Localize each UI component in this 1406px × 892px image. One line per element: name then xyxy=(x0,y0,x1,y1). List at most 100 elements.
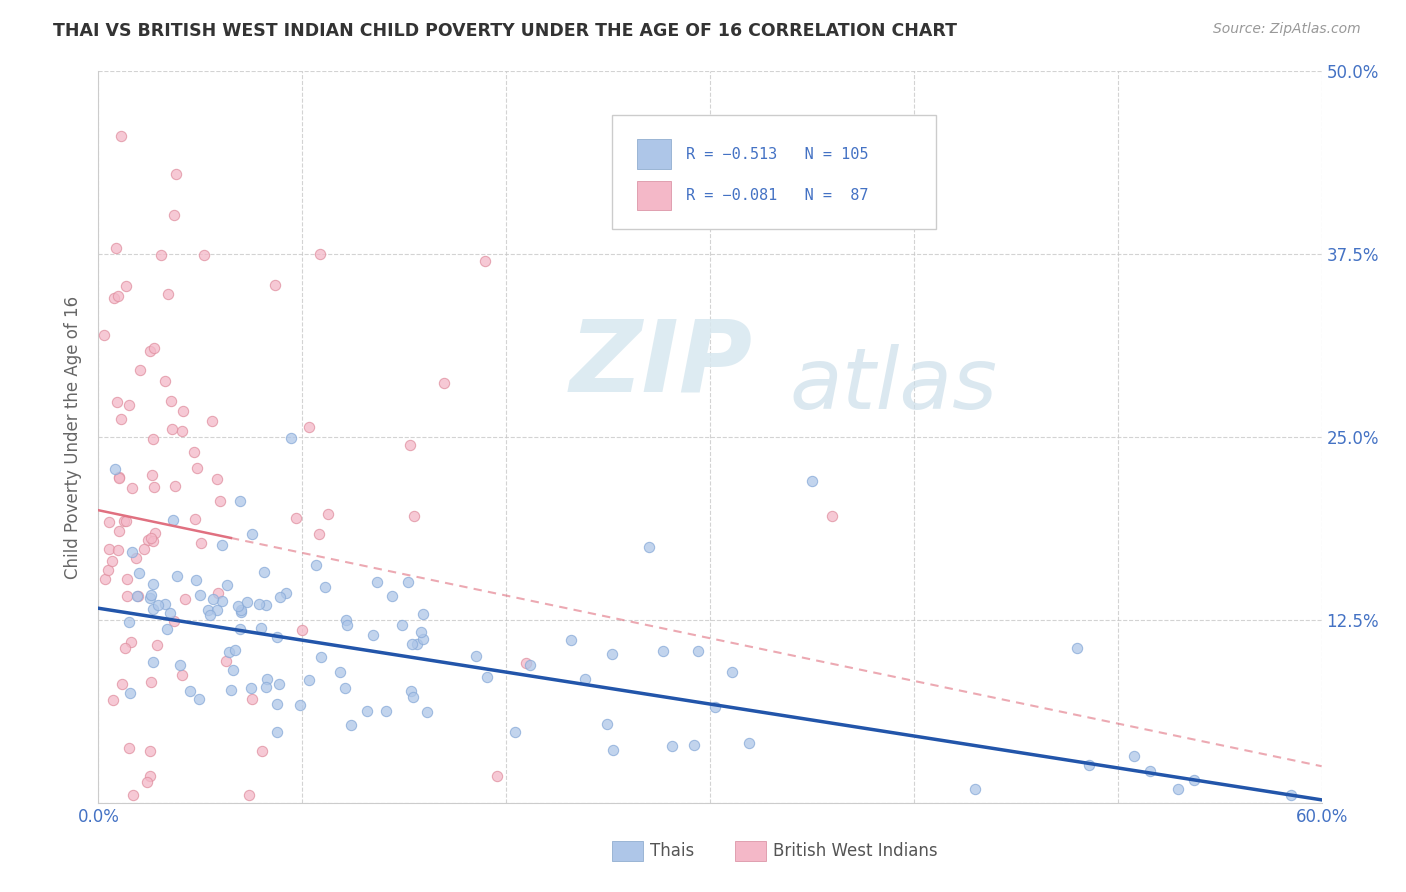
Point xyxy=(107,469,129,483)
Point xyxy=(93,327,115,342)
Point xyxy=(485,769,508,783)
Point xyxy=(205,473,228,487)
Point xyxy=(143,525,166,540)
Point xyxy=(111,677,134,691)
Point xyxy=(184,574,207,588)
Point xyxy=(250,744,273,758)
Point xyxy=(207,586,229,600)
Point xyxy=(238,789,260,803)
Point xyxy=(98,542,121,557)
Point xyxy=(97,562,120,576)
Point xyxy=(141,468,163,483)
Point xyxy=(433,376,456,390)
Point xyxy=(205,603,228,617)
Point xyxy=(179,684,201,698)
Point xyxy=(560,632,582,647)
Point xyxy=(333,681,356,695)
Point xyxy=(139,769,162,783)
Point xyxy=(401,637,423,651)
Point xyxy=(115,514,138,528)
Point xyxy=(801,474,824,488)
Point xyxy=(128,566,150,581)
Point xyxy=(340,717,363,731)
Point xyxy=(120,634,142,648)
Point xyxy=(142,601,165,615)
Point xyxy=(142,577,165,591)
Point xyxy=(1167,782,1189,797)
Point xyxy=(139,591,162,606)
Point xyxy=(240,681,263,695)
Point xyxy=(121,789,143,803)
Point xyxy=(336,618,359,632)
Point xyxy=(254,680,277,694)
Point xyxy=(125,551,148,566)
Point xyxy=(150,247,173,261)
Point xyxy=(120,686,142,700)
Point xyxy=(519,657,541,672)
Point xyxy=(256,672,278,686)
Point xyxy=(399,684,422,698)
Point xyxy=(475,669,498,683)
Point xyxy=(309,246,332,260)
Point xyxy=(965,782,987,797)
Point xyxy=(235,595,257,609)
Point xyxy=(105,395,128,409)
Point xyxy=(163,208,186,222)
Point xyxy=(148,599,170,613)
Point xyxy=(298,420,321,434)
Point xyxy=(737,736,759,750)
Point xyxy=(138,533,160,547)
Point xyxy=(396,575,419,590)
Point xyxy=(222,663,245,677)
Point xyxy=(108,471,131,485)
Point xyxy=(215,654,238,668)
Point xyxy=(404,509,426,524)
Point xyxy=(412,632,434,646)
Point xyxy=(141,531,163,545)
Point xyxy=(515,657,537,671)
Point xyxy=(197,603,219,617)
Point xyxy=(280,431,302,445)
Point xyxy=(127,589,149,603)
Point xyxy=(406,637,429,651)
Point xyxy=(107,543,129,558)
FancyBboxPatch shape xyxy=(637,181,671,211)
Point xyxy=(464,648,486,663)
Point xyxy=(153,597,176,611)
Point xyxy=(211,539,233,553)
Point xyxy=(184,511,207,525)
Point xyxy=(661,739,683,753)
Point xyxy=(103,291,125,305)
Point xyxy=(115,279,138,293)
Point xyxy=(474,254,496,268)
Text: Thais: Thais xyxy=(650,842,693,860)
Point xyxy=(142,432,165,446)
Point xyxy=(651,643,673,657)
Point xyxy=(112,514,135,528)
FancyBboxPatch shape xyxy=(612,115,936,228)
Point xyxy=(1279,789,1302,803)
Point xyxy=(170,667,193,681)
Point xyxy=(201,414,224,428)
Point xyxy=(335,613,357,627)
Point xyxy=(720,665,742,679)
Point xyxy=(159,606,181,620)
Point xyxy=(416,705,439,719)
Point xyxy=(1182,772,1205,787)
Point xyxy=(314,580,336,594)
Point xyxy=(170,424,193,438)
Point xyxy=(146,638,169,652)
Point xyxy=(269,591,291,605)
Point xyxy=(254,598,277,612)
Point xyxy=(105,241,128,255)
Point xyxy=(375,704,398,718)
Point xyxy=(503,725,526,739)
Point xyxy=(1077,758,1099,772)
Point xyxy=(162,614,184,628)
Point xyxy=(218,645,240,659)
Point xyxy=(165,167,187,181)
Point xyxy=(121,481,143,495)
Point xyxy=(266,697,288,711)
Point xyxy=(1139,764,1161,778)
Point xyxy=(381,589,404,603)
